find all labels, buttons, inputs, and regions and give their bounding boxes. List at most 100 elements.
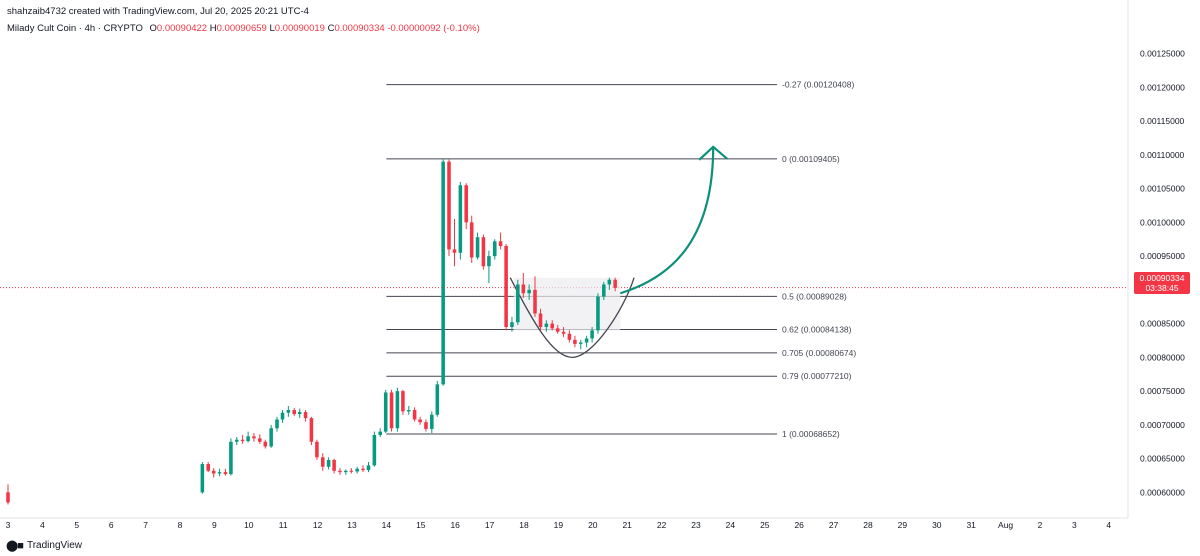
fib-level-label: 0.62 (0.00084138) — [782, 324, 852, 334]
candle-body — [447, 161, 451, 250]
price-tick-label: 0.00065000 — [1140, 454, 1185, 464]
candle-body — [258, 438, 262, 442]
candle-body — [412, 410, 417, 420]
candle-body — [349, 470, 354, 472]
price-tick-label: 0.00125000 — [1140, 49, 1185, 59]
candle-body — [217, 472, 222, 474]
time-tick-label: 12 — [313, 520, 323, 530]
fib-level-label: -0.27 (0.00120408) — [782, 80, 854, 90]
candle-body — [229, 441, 233, 475]
candle-body — [303, 412, 308, 419]
time-tick-label: 25 — [760, 520, 770, 530]
candle-body — [355, 468, 359, 472]
time-tick-label: 30 — [932, 520, 942, 530]
fib-level-label: 1 (0.00068652) — [782, 429, 840, 439]
price-tick-label: 0.00085000 — [1140, 319, 1185, 329]
candle-body — [578, 342, 583, 344]
candle-body — [464, 185, 468, 223]
candle-body — [527, 289, 531, 294]
candle-body — [252, 436, 256, 439]
time-tick-label: 20 — [588, 520, 598, 530]
candle-body — [389, 392, 394, 429]
close-label: C — [327, 23, 335, 34]
price-tick-label: 0.00075000 — [1140, 386, 1185, 396]
price-tick-label: 0.00095000 — [1140, 251, 1185, 261]
time-tick-label: 29 — [898, 520, 908, 530]
candle-body — [607, 279, 612, 285]
open-label: O — [149, 23, 157, 34]
candle-body — [326, 459, 331, 467]
candle-body — [378, 431, 382, 435]
time-tick-label: 3 — [6, 520, 11, 530]
candle-body — [320, 457, 325, 467]
price-tag-countdown: 03:38:45 — [1145, 283, 1178, 293]
low-label: L — [269, 23, 275, 34]
time-tick-label: 23 — [691, 520, 701, 530]
tradingview-branding[interactable]: ⬤■ TradingView — [6, 539, 82, 552]
price-tick-label: 0.00120000 — [1140, 82, 1185, 92]
candle-body — [234, 439, 239, 442]
candle-body — [555, 328, 560, 332]
time-tick-label: 19 — [554, 520, 564, 530]
candle-body — [590, 330, 594, 339]
candle-body — [435, 384, 440, 415]
target-arrow-head-icon[interactable] — [698, 145, 728, 161]
cup-curve[interactable] — [509, 277, 635, 359]
candle-body — [223, 472, 228, 475]
time-tick-label: 27 — [829, 520, 839, 530]
ohlc-legend: Milady Cult Coin · 4h · CRYPTO O0.000904… — [7, 23, 480, 34]
high-label: H — [209, 23, 217, 34]
time-tick-label: 6 — [109, 520, 114, 530]
open-value: 0.00090422 — [156, 23, 208, 34]
candle-body — [332, 459, 336, 471]
candle-body — [602, 284, 606, 297]
fib-retracement[interactable]: -0.27 (0.00120408) 0 (0.00109405) 0.5 (0.0… — [0, 80, 1128, 439]
candle-body — [538, 313, 543, 327]
candle-body — [338, 470, 342, 473]
time-tick-label: 14 — [382, 520, 392, 530]
price-tick-label: 0.00105000 — [1140, 184, 1185, 194]
time-tick-label: 31 — [966, 520, 976, 530]
time-tick-label: 21 — [622, 520, 632, 530]
time-axis[interactable]: 3 4 5 6 7 8 9 10 11 12 13 14 15 16 17 18 19 20 21 22 23 24 25 2… — [0, 517, 1128, 530]
price-tag-price: 0.00090334 — [1140, 273, 1185, 283]
price-tick-label: 0.00100000 — [1140, 217, 1185, 227]
candle-body — [458, 185, 463, 253]
candle-body — [492, 241, 497, 257]
candle-body — [452, 249, 457, 253]
fib-level-label: 0.5 (0.00089028) — [782, 291, 847, 301]
time-tick-label: 4 — [40, 520, 45, 530]
close-value: 0.00090334 — [334, 23, 385, 34]
time-tick-label: 8 — [178, 520, 183, 530]
candle-body — [286, 410, 291, 413]
time-tick-label: 7 — [143, 520, 148, 530]
time-tick-label: 17 — [485, 520, 495, 530]
candle-body — [240, 439, 245, 442]
price-tick-label: 0.00080000 — [1140, 352, 1185, 362]
time-tick-label: 16 — [450, 520, 460, 530]
change-value: -0.00000092 (-0.10%) — [387, 23, 480, 34]
candle-body — [383, 392, 388, 432]
candle-body — [344, 470, 348, 473]
symbol-label[interactable]: Milady Cult Coin · 4h · CRYPTO — [7, 23, 143, 34]
candle-body — [406, 410, 411, 412]
price-axis[interactable]: 0.00125000 0.00120000 0.00115000 0.00110000… — [1127, 0, 1185, 518]
time-tick-label: 18 — [519, 520, 529, 530]
candle-body — [292, 410, 296, 415]
candle-body — [309, 418, 314, 442]
candle-body — [481, 237, 486, 267]
candles — [6, 158, 617, 505]
candle-body — [498, 241, 503, 246]
low-value: 0.00090019 — [274, 23, 325, 34]
time-tick-label: 2 — [1038, 520, 1043, 530]
time-tick-label: 26 — [794, 520, 804, 530]
time-tick-label: Aug — [998, 520, 1013, 530]
target-arrow-line[interactable] — [619, 146, 715, 295]
high-value: 0.00090659 — [216, 23, 267, 34]
candle-body — [269, 428, 273, 447]
candle-body — [550, 323, 554, 329]
drawing-shapes[interactable] — [509, 145, 728, 359]
current-price-tag: 0.00090334 03:38:45 — [1134, 272, 1190, 294]
candle-body — [395, 391, 400, 429]
